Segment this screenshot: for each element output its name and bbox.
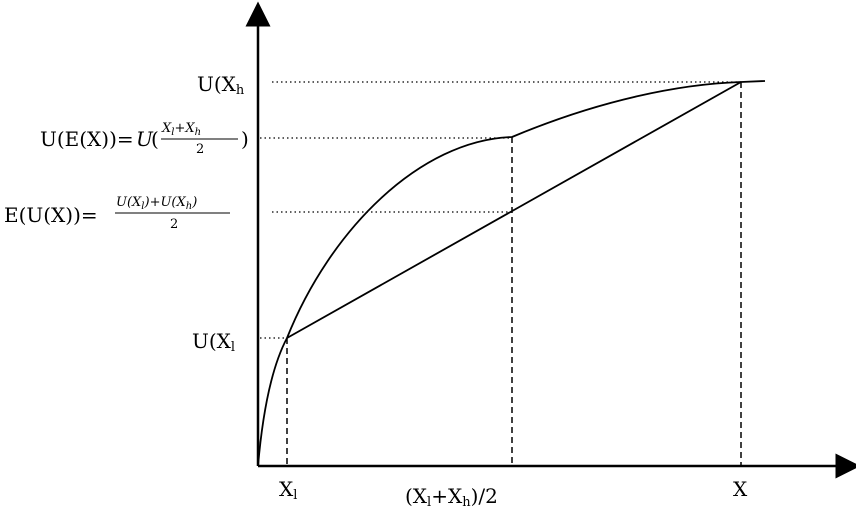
label-mid: (Xl+Xh)/2 bbox=[405, 484, 498, 508]
label-u-ex: U(E(X))= U ( Xl+Xh 2 ) bbox=[40, 121, 249, 157]
e-ux-prefix: E(U(X))= bbox=[4, 203, 98, 227]
label-u-xh: U(Xh bbox=[197, 72, 245, 98]
chord-line bbox=[286, 81, 742, 339]
e-ux-numerator: U(Xl)+U(Xh) bbox=[116, 195, 197, 212]
u-ex-open: ( bbox=[151, 127, 159, 151]
label-e-ux: E(U(X))= U(Xl)+U(Xh) 2 bbox=[4, 195, 230, 232]
label-u-xl: U(Xl bbox=[192, 329, 235, 355]
utility-curve bbox=[257, 80, 766, 467]
u-ex-close: ) bbox=[241, 127, 249, 151]
u-ex-numerator: Xl+Xh bbox=[161, 121, 201, 138]
u-ex-u: U bbox=[136, 127, 154, 151]
label-xh: X bbox=[733, 477, 748, 501]
u-ex-denominator: 2 bbox=[196, 142, 204, 157]
label-xl: Xl bbox=[279, 477, 297, 503]
e-ux-denominator: 2 bbox=[170, 217, 178, 232]
u-ex-prefix: U(E(X))= bbox=[40, 127, 134, 151]
